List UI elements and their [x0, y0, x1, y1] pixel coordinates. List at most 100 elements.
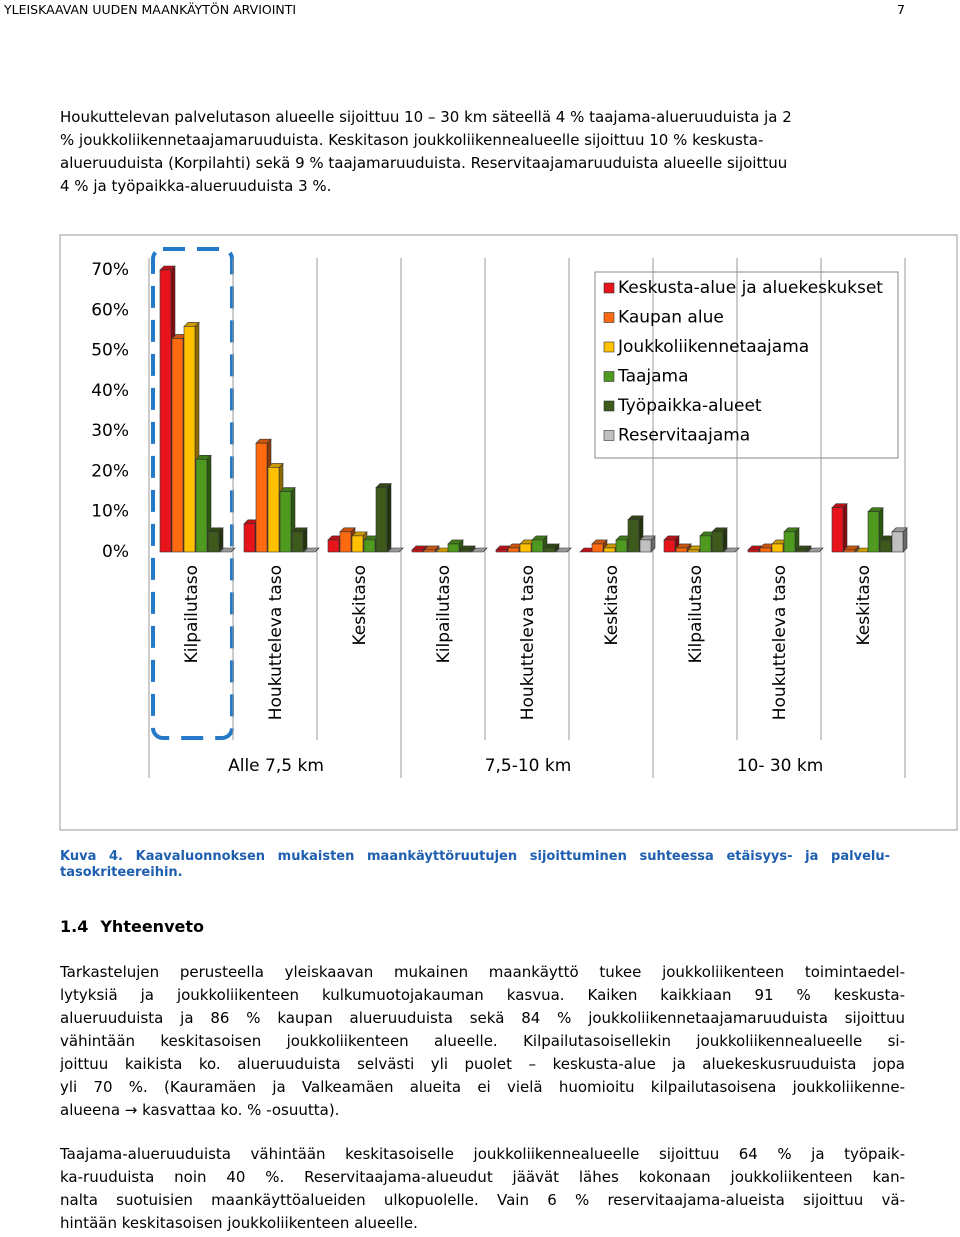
bar	[351, 535, 364, 553]
legend-swatch	[603, 400, 615, 412]
bar	[243, 523, 256, 553]
section-heading: 1.4 Yhteenveto	[60, 917, 204, 936]
highlight-box	[151, 247, 234, 740]
bar-top	[807, 547, 824, 553]
legend-label: Taajama	[617, 367, 689, 387]
text-line: alueruuduista ja 86 % kaupan alueruuduis…	[60, 1009, 905, 1027]
bar	[375, 487, 388, 553]
text-line: % joukkoliikennetaajamaruuduista. Keskit…	[60, 131, 764, 149]
text-line: 4 % ja työpaikka-alueruuduista 3 %.	[60, 177, 332, 195]
group-label: Alle 7,5 km	[228, 756, 324, 776]
bar	[459, 549, 472, 553]
text-line: Tarkastelujen perusteella yleiskaavan mu…	[60, 963, 905, 981]
bar	[171, 338, 184, 553]
bar-top	[303, 547, 320, 553]
y-tick-label: 30%	[91, 421, 129, 441]
y-tick-label: 70%	[91, 260, 129, 280]
bar	[627, 519, 640, 553]
bar	[291, 531, 304, 553]
bar	[519, 543, 532, 553]
x-tick-label: Keskitaso	[350, 565, 370, 646]
chart: 0% 10% 20% 30% 40% 50% 60% 70% Kilpailutaso Houku…	[59, 234, 958, 831]
bar	[267, 467, 280, 553]
bar-top	[471, 547, 488, 553]
bar	[411, 549, 424, 553]
bar	[495, 549, 508, 553]
text-line: vähintään keskitasoisen joukkoliikenteen…	[60, 1032, 905, 1050]
bar	[603, 547, 616, 553]
bar	[423, 549, 436, 553]
bar	[255, 442, 268, 553]
figure-caption: Kuva 4. Kaavaluonnoksen mukaisten maankä…	[60, 849, 890, 881]
bar-side	[842, 502, 848, 553]
x-tick-label: Keskitaso	[602, 565, 622, 646]
bar	[639, 539, 652, 553]
bar	[879, 539, 892, 553]
bar	[711, 531, 724, 553]
x-tick-label: Keskitaso	[854, 565, 874, 646]
summary-paragraph: Tarkastelujen perusteella yleiskaavan mu…	[60, 961, 905, 1122]
bar-side	[386, 482, 392, 553]
x-tick-label: Kilpailutaso	[686, 565, 706, 663]
bar	[507, 547, 520, 553]
text-line: lytyksiä ja joukkoliikenteen kulkumuotoj…	[60, 986, 905, 1004]
group-label: 10- 30 km	[737, 756, 824, 776]
bar-top	[723, 547, 740, 553]
y-tick-label: 60%	[91, 300, 129, 320]
legend-swatch	[603, 430, 615, 441]
y-tick-label: 0%	[102, 542, 129, 562]
group-label: 7,5-10 km	[485, 756, 572, 776]
bar	[843, 549, 856, 553]
legend-swatch	[603, 282, 615, 294]
text-line: Houkuttelevan palvelutason alueelle sijo…	[60, 108, 792, 126]
section-title: Yhteenveto	[100, 917, 204, 936]
bar	[531, 539, 544, 553]
x-tick-label: Kilpailutaso	[434, 565, 454, 663]
y-tick-label: 20%	[91, 461, 129, 481]
legend-label: Reservitaajama	[618, 426, 750, 446]
bar	[759, 547, 772, 553]
text-line: alueruuduista (Korpilahti) sekä 9 % taaj…	[60, 154, 788, 172]
running-header: YLEISKAAVAN UUDEN MAANKÄYTÖN ARVIOINTI	[4, 2, 297, 17]
bar	[699, 535, 712, 553]
section-number: 1.4	[60, 917, 89, 936]
legend-swatch	[603, 341, 615, 353]
summary-paragraph: Taajama-alueruuduista vähintään keskitas…	[60, 1143, 905, 1235]
caption-line: tasokriteereihin.	[60, 865, 183, 880]
text-line: nalta suotuisien maankäyttöalueiden ulko…	[60, 1191, 905, 1209]
bar	[339, 531, 352, 553]
bar	[771, 543, 784, 553]
text-line: alueena → kasvattaa ko. % -osuutta).	[60, 1101, 340, 1119]
bar	[447, 543, 460, 553]
legend-label: Joukkoliikennetaajama	[617, 337, 809, 357]
bar	[363, 539, 376, 553]
x-tick-label: Houkutteleva taso	[770, 565, 790, 720]
text-line: ka-ruuduista noin 40 %. Reservitaajama-a…	[60, 1168, 905, 1186]
bar	[747, 549, 760, 553]
bar	[867, 511, 880, 553]
y-tick-label: 40%	[91, 381, 129, 401]
bar-top	[555, 547, 572, 553]
legend-label: Keskusta-alue ja aluekeskukset	[618, 278, 883, 298]
bar-top	[387, 547, 404, 553]
legend-swatch	[603, 371, 615, 382]
bar-top	[219, 547, 236, 553]
bar	[675, 547, 688, 553]
legend-label: Työpaikka-alueet	[617, 396, 762, 416]
bar	[207, 531, 220, 553]
legend-box	[594, 271, 899, 459]
bar	[891, 531, 904, 553]
y-tick-label: 50%	[91, 341, 129, 361]
legend-swatch	[603, 312, 615, 323]
text-line: hintään keskitasoisen joukkoliikenteen a…	[60, 1214, 418, 1232]
x-tick-label: Houkutteleva taso	[518, 565, 538, 720]
text-line: Taajama-alueruuduista vähintään keskitas…	[60, 1145, 905, 1163]
intro-paragraph: Houkuttelevan palvelutason alueelle sijo…	[60, 106, 905, 198]
bar	[795, 549, 808, 553]
bar	[615, 539, 628, 553]
x-tick-label: Kilpailutaso	[182, 565, 202, 663]
text-line: yli 70 %. (Kauramäen ja Valkeamäen aluei…	[60, 1078, 905, 1096]
text-line: joittuu kaikista ko. alueruuduista selvä…	[60, 1055, 905, 1073]
bar	[543, 547, 556, 553]
